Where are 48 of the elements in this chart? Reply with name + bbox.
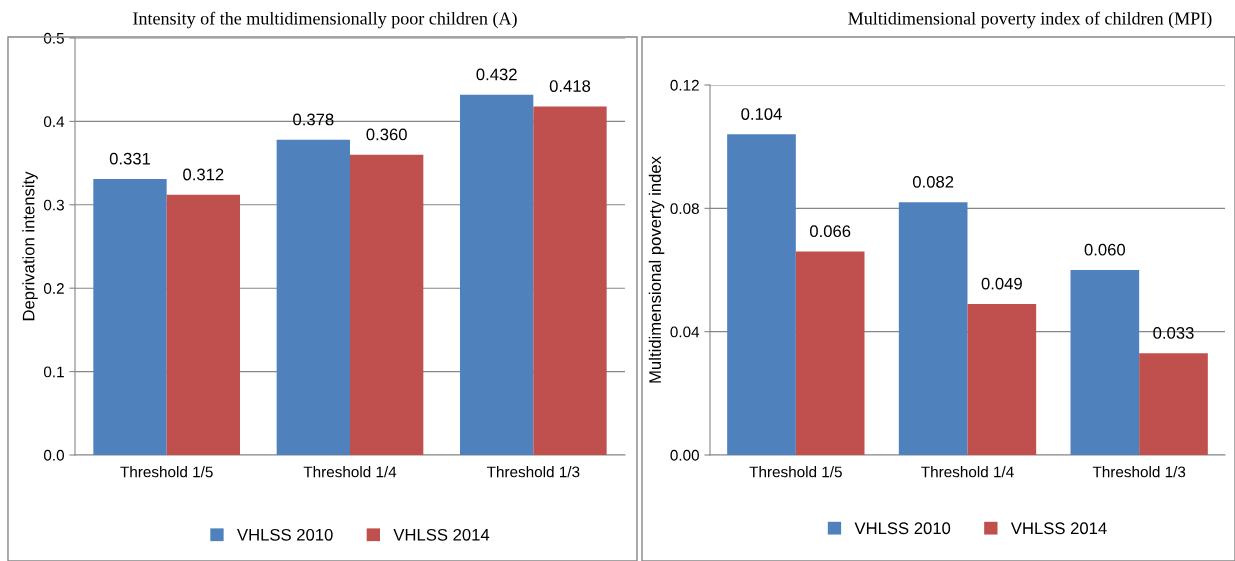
legend-label: VHLSS 2010	[237, 528, 333, 541]
bar	[727, 134, 796, 455]
bar	[1139, 353, 1208, 455]
data-label: 0.066	[809, 225, 851, 238]
bar	[795, 251, 865, 455]
bar	[276, 139, 350, 455]
data-label: 0.060	[1084, 243, 1126, 256]
data-label: 0.049	[981, 277, 1022, 290]
x-tick-label: Threshold 1/3	[1092, 466, 1186, 478]
y-axis-title: Multidimensional poverty index	[648, 156, 665, 383]
y-tick-label: 0.00	[670, 449, 699, 461]
legend-label: VHLSS 2010	[854, 522, 951, 535]
data-label: 0.360	[366, 128, 407, 141]
data-label: 0.082	[912, 175, 954, 188]
bar	[967, 303, 1037, 455]
y-tick-label: 0.2	[43, 283, 64, 294]
y-tick-label: 0.3	[43, 199, 64, 211]
legend-label: VHLSS 2014	[1010, 522, 1107, 535]
data-label: 0.033	[1153, 327, 1194, 339]
y-tick-label: 0.5	[43, 32, 64, 44]
bar	[533, 106, 607, 455]
x-tick-label: Threshold 1/4	[303, 466, 397, 478]
data-label: 0.378	[293, 113, 334, 126]
data-label: 0.312	[183, 168, 224, 181]
y-tick-label: 0.12	[670, 79, 699, 91]
data-label: 0.418	[549, 80, 591, 92]
legend-label: VHLSS 2014	[393, 528, 490, 541]
x-tick-label: Threshold 1/5	[120, 466, 213, 478]
bar	[1070, 270, 1140, 455]
chart-title: Multidimensional poverty index of children (MPI)	[848, 11, 1212, 29]
x-tick-label: Threshold 1/5	[749, 466, 842, 478]
bar	[460, 94, 534, 455]
data-label: 0.104	[741, 108, 782, 120]
data-label: 0.432	[476, 68, 517, 81]
bar	[898, 202, 968, 455]
y-tick-label: 0.1	[43, 366, 64, 378]
x-tick-label: Threshold 1/4	[921, 466, 1014, 478]
y-axis-title: Deprivation intensity	[22, 171, 38, 321]
chart-title: Intensity of the multidimensionally poor children (A)	[133, 11, 517, 29]
y-tick-label: 0.4	[43, 116, 65, 128]
bar	[350, 154, 424, 455]
y-tick-label: 0.08	[670, 203, 699, 215]
x-tick-label: Threshold 1/3	[486, 466, 580, 478]
y-tick-label: 0.04	[670, 326, 700, 338]
bar	[93, 178, 167, 455]
data-label: 0.331	[109, 152, 151, 165]
y-tick-label: 0.0	[43, 449, 64, 461]
bar	[166, 194, 240, 455]
